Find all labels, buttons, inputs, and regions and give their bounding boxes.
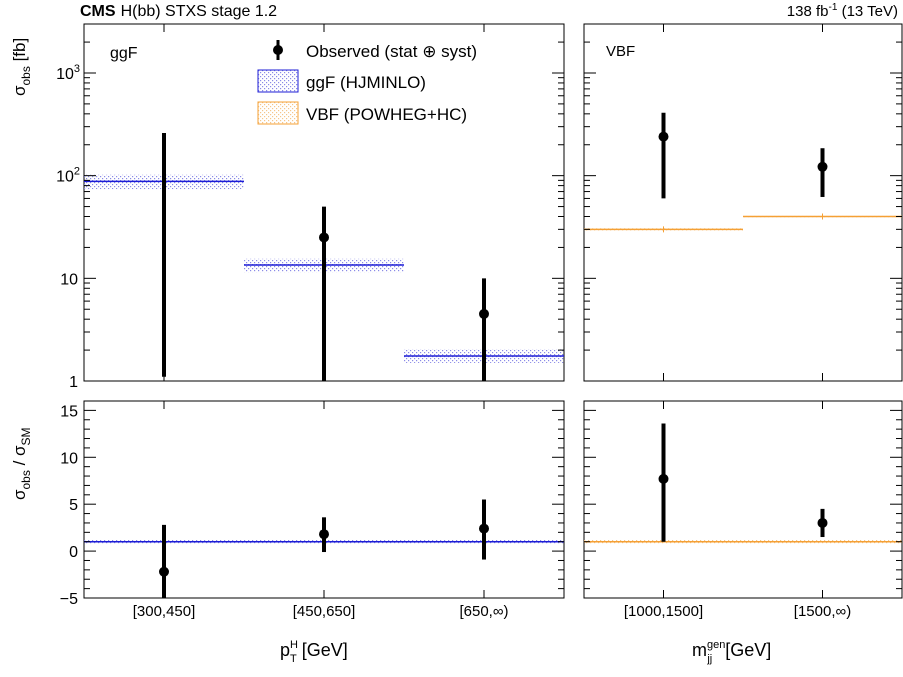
y-tick-label-base: 10 — [56, 66, 74, 83]
xlabel-left-unit: [GeV] — [297, 640, 348, 660]
ratio-point — [319, 529, 329, 540]
ratio-tick-label: 5 — [69, 497, 78, 514]
ratio-point — [658, 473, 669, 484]
y-tick-label-base: 1 — [69, 374, 78, 391]
observed-point — [479, 308, 489, 319]
frame-bottom-right — [583, 400, 903, 599]
y-tick-label: 103 — [56, 63, 80, 83]
header-title: CMS H(bb) STXS stage 1.2 — [80, 3, 277, 20]
ylabel-top-sub: obs — [19, 66, 33, 85]
xlabel-left-sub: T — [290, 653, 297, 665]
header-lumi: 138 fb-1 (13 TeV) — [787, 2, 898, 20]
legend-observed-marker — [273, 45, 283, 55]
y-tick-label-base: 10 — [60, 271, 78, 288]
y-tick-label-base: 10 — [56, 169, 74, 186]
ratio-tick-label: 15 — [60, 403, 78, 420]
ratio-tick-label: 10 — [60, 450, 78, 467]
legend: Observed (stat ⊕ syst) ggF (HJMINLO) VBF… — [257, 40, 477, 125]
y-tick-label: 102 — [56, 166, 80, 186]
y-tick-label: 1 — [69, 374, 78, 391]
ylabel-bottom-sub-b: SM — [19, 427, 33, 445]
header-experiment: CMS — [80, 3, 116, 20]
header-lumi-exp: -1 — [829, 2, 838, 13]
ylabel-bottom-sub-a: obs — [19, 470, 33, 489]
x-category-label: [650,∞) — [459, 603, 508, 620]
xlabel-left: pH T [GeV] — [280, 639, 348, 665]
y-tick-label: 10 — [60, 271, 78, 288]
ylabel-top: σobs [fb] — [10, 38, 33, 96]
x-category-label: [1500,∞) — [794, 603, 851, 620]
ylabel-bottom: σobs / σSM — [10, 427, 33, 500]
panel-label-ggf: ggF — [110, 45, 138, 62]
xlabel-left-main: p — [280, 640, 290, 660]
legend-vbf-swatch — [257, 101, 299, 125]
xlabel-right-sup: gen — [707, 639, 725, 651]
frame-top-right — [583, 23, 903, 382]
x-category-label: [1000,1500] — [624, 603, 703, 620]
ylabel-bottom-sigma-b: σ — [10, 445, 29, 456]
ylabel-top-sigma: σ — [10, 85, 29, 96]
ratio-point — [159, 566, 169, 577]
header-lumi-value: 138 fb — [787, 3, 829, 20]
ratio-point — [817, 517, 828, 528]
xlabel-left-sup: H — [290, 639, 298, 651]
frame-bottom-left — [83, 400, 565, 599]
ylabel-bottom-slash: / — [10, 456, 29, 470]
observed-point — [319, 232, 329, 243]
observed-points — [159, 112, 828, 598]
observed-point — [817, 161, 828, 172]
x-category-label: [450,650] — [293, 603, 356, 620]
header-analysis: H(bb) STXS stage 1.2 — [121, 3, 278, 20]
ylabel-top-unit: [fb] — [10, 38, 29, 66]
legend-observed-label: Observed (stat ⊕ syst) — [306, 42, 477, 61]
xlabel-right-sub: jj — [706, 653, 712, 665]
ratio-point — [479, 523, 489, 534]
y-tick-label-exp: 3 — [74, 63, 80, 75]
legend-ggf-swatch — [257, 69, 299, 93]
xlabel-right-main: m — [692, 640, 707, 660]
panel-label-vbf: VBF — [606, 43, 635, 60]
y-tick-label-exp: 2 — [74, 166, 80, 178]
ratio-tick-label: 0 — [69, 544, 78, 561]
ratio-tick-label: −5 — [60, 591, 78, 608]
header-energy: (13 TeV) — [837, 3, 898, 20]
prediction-bands — [84, 174, 902, 544]
legend-vbf-label: VBF (POWHEG+HC) — [306, 105, 467, 124]
observed-point — [658, 131, 669, 142]
ylabel-bottom-sigma-a: σ — [10, 489, 29, 500]
xlabel-right: mgen jj [GeV] — [692, 639, 771, 665]
legend-ggf-label: ggF (HJMINLO) — [306, 73, 426, 92]
x-category-label: [300,450] — [133, 603, 196, 620]
xlabel-right-unit: [GeV] — [720, 640, 771, 660]
